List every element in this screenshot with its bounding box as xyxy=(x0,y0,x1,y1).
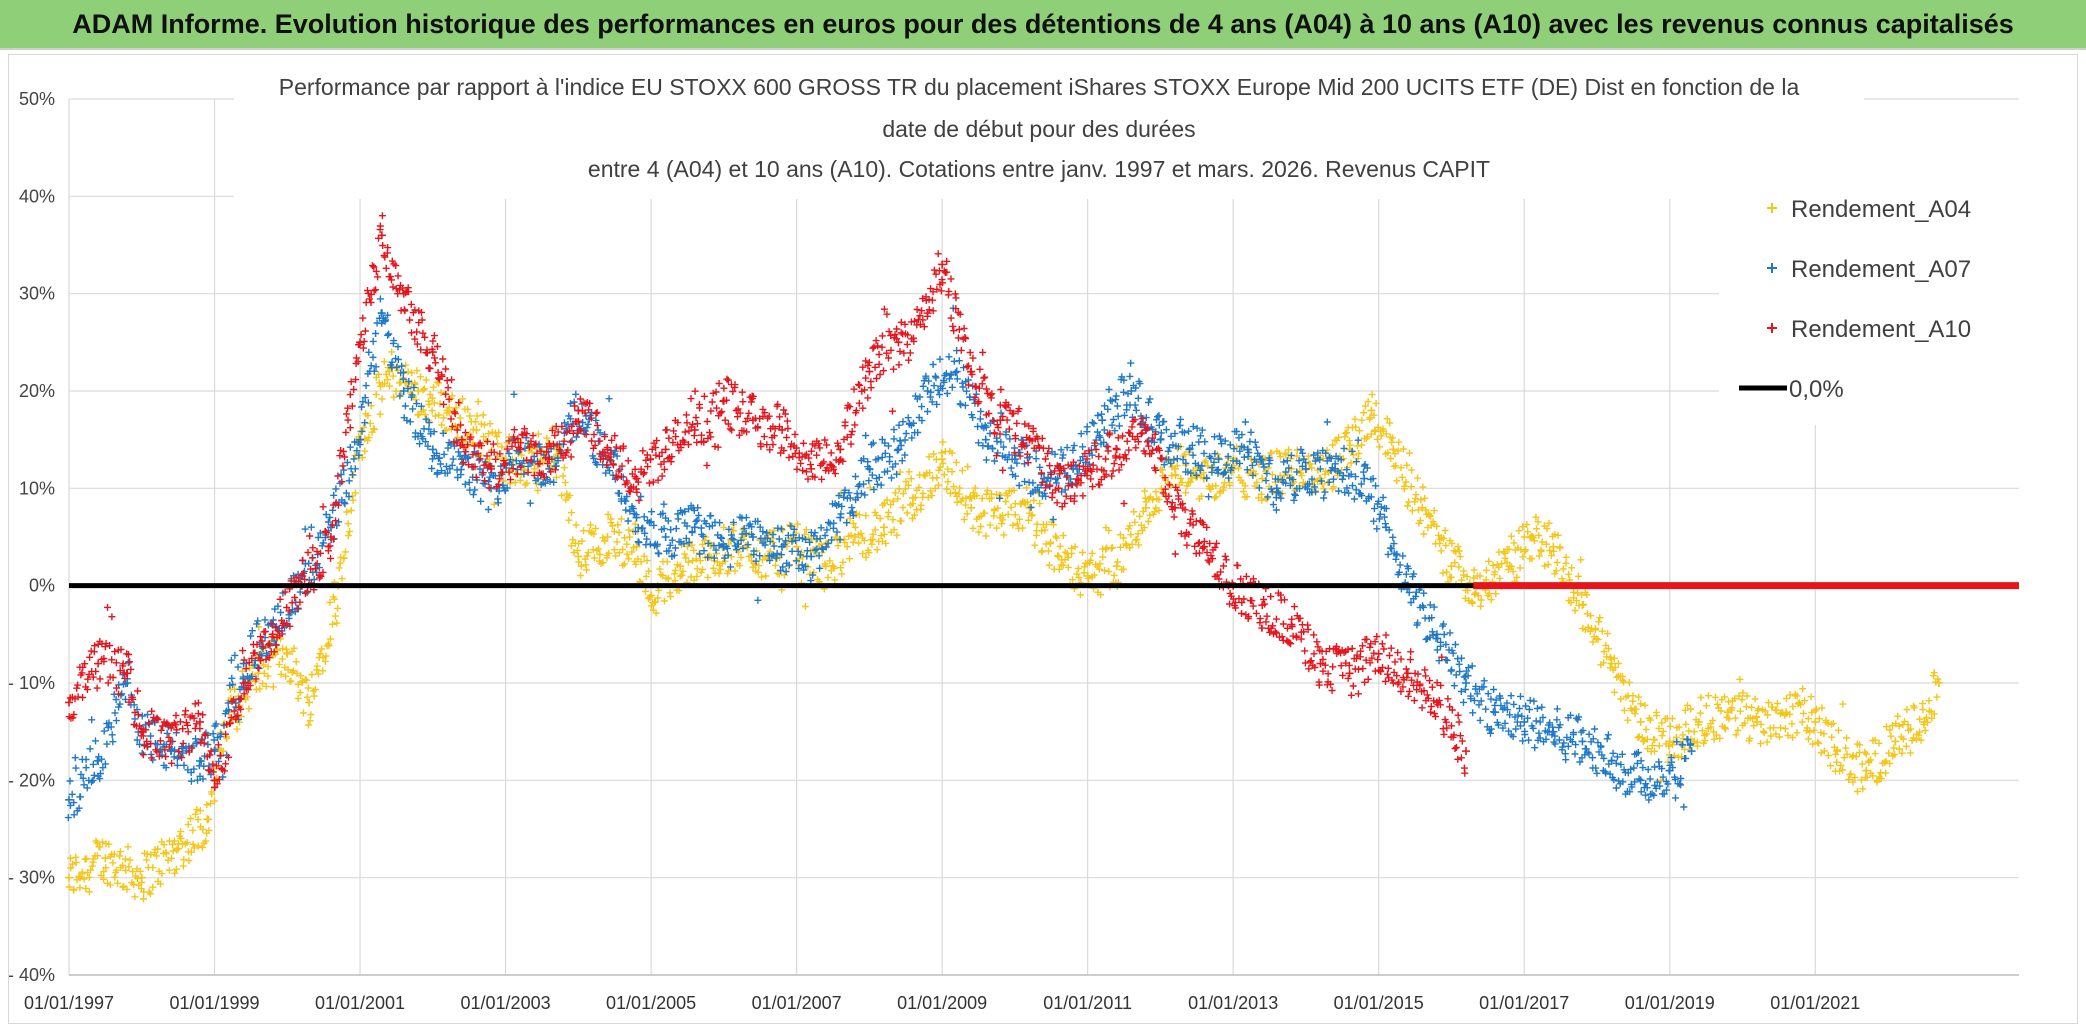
point-rendement_a10 xyxy=(94,659,103,668)
y-tick-label: 10% xyxy=(19,478,55,498)
x-tick-label: 01/01/2003 xyxy=(461,993,551,1013)
point-rendement_a04 xyxy=(1112,562,1121,571)
point-rendement_a10 xyxy=(65,698,73,707)
point-rendement_a10 xyxy=(632,474,641,483)
y-tick-label: 50% xyxy=(19,89,55,109)
y-tick-label: - 10% xyxy=(9,673,55,693)
point-rendement_a07 xyxy=(1462,679,1471,687)
point-rendement_a07 xyxy=(65,795,73,804)
legend-marker xyxy=(1767,323,1777,333)
x-tick-label: 01/01/2017 xyxy=(1479,993,1569,1013)
point-rendement_a04 xyxy=(101,854,110,863)
point-rendement_a10 xyxy=(996,416,1005,425)
point-rendement_a07 xyxy=(1214,455,1223,464)
x-tick-label: 01/01/2011 xyxy=(1043,993,1132,1013)
point-rendement_a04 xyxy=(65,873,73,882)
x-tick-label: 01/01/2001 xyxy=(315,993,405,1013)
point-rendement_a10 xyxy=(545,455,554,464)
point-rendement_a07 xyxy=(1098,416,1107,425)
point-rendement_a10 xyxy=(894,338,903,347)
axis-ticks: 50% 40% 30% 20% 10% 0% - 10% - 20% - 30% - 40% 01/… xyxy=(9,89,1860,1013)
y-tick-label: 0% xyxy=(29,576,55,596)
legend-label: Rendement_A04 xyxy=(1791,196,1971,223)
point-rendement_a04 xyxy=(1862,766,1871,775)
point-rendement_a04 xyxy=(1389,445,1398,454)
point-rendement_a07 xyxy=(1687,747,1696,756)
point-rendement_a04 xyxy=(1258,474,1267,483)
point-rendement_a04 xyxy=(1636,717,1645,726)
point-rendement_a04 xyxy=(1811,717,1820,726)
chart-area: 50% 40% 30% 20% 10% 0% - 10% - 20% - 30% - 40% 01/… xyxy=(8,54,2078,1024)
x-tick-label: 01/01/2013 xyxy=(1188,993,1278,1013)
point-rendement_a04 xyxy=(414,387,423,395)
legend: Rendement_A04 Rendement_A07 Rendement_A10 0… xyxy=(1719,185,2019,425)
point-rendement_a04 xyxy=(792,542,801,551)
x-tick-label: 01/01/2005 xyxy=(606,993,696,1013)
point-rendement_a07 xyxy=(1520,717,1529,726)
point-rendement_a04 xyxy=(1367,406,1376,415)
legend-marker xyxy=(1767,263,1777,273)
y-tick-label: 30% xyxy=(19,284,55,304)
series xyxy=(64,212,1943,903)
x-tick-label: 01/01/2021 xyxy=(1770,993,1860,1013)
title-line: Performance par rapport à l'indice EU ST… xyxy=(279,74,1800,100)
point-rendement_a07 xyxy=(1301,464,1310,473)
series-rendement_a10 xyxy=(65,212,1471,791)
legend-label: Rendement_A10 xyxy=(1791,316,1971,343)
point-rendement_a10 xyxy=(1403,669,1412,678)
scatter-cloud-rendement_a07 xyxy=(64,295,1694,822)
point-rendement_a07 xyxy=(981,435,990,444)
point-rendement_a07 xyxy=(1578,737,1587,746)
point-rendement_a10 xyxy=(865,367,874,376)
title-line: date de début pour des durées xyxy=(882,116,1195,142)
legend-label: Rendement_A07 xyxy=(1791,256,1971,283)
point-rendement_a10 xyxy=(1316,659,1325,668)
scatter-cloud-rendement_a10 xyxy=(65,212,1469,791)
point-rendement_a07 xyxy=(1636,776,1645,785)
point-rendement_a07 xyxy=(690,523,699,532)
legend-item: Rendement_A10 xyxy=(1767,316,1971,343)
x-tick-label: 01/01/2019 xyxy=(1625,993,1715,1013)
point-rendement_a07 xyxy=(894,445,903,454)
point-rendement_a10 xyxy=(938,260,947,269)
chart-title: Performance par rapport à l'indice EU ST… xyxy=(234,57,1864,199)
point-rendement_a04 xyxy=(1891,737,1900,746)
x-tick-label: 01/01/1997 xyxy=(24,993,114,1013)
legend-box xyxy=(1719,185,2019,425)
x-tick-label: 01/01/2015 xyxy=(1334,993,1424,1013)
point-rendement_a10 xyxy=(1462,747,1471,756)
y-tick-label: 40% xyxy=(19,186,55,206)
point-rendement_a07 xyxy=(661,533,670,541)
legend-item: 0,0% xyxy=(1739,376,1844,403)
point-rendement_a10 xyxy=(166,737,175,746)
report-title: ADAM Informe. Evolution historique des p… xyxy=(72,8,2014,39)
legend-marker xyxy=(1767,203,1777,213)
x-tick-label: 01/01/2009 xyxy=(897,993,987,1013)
x-tick-label: 01/01/1999 xyxy=(169,993,259,1013)
point-rendement_a10 xyxy=(661,445,670,454)
y-tick-label: - 20% xyxy=(9,770,55,790)
point-rendement_a07 xyxy=(1360,474,1369,483)
point-rendement_a04 xyxy=(967,503,976,512)
point-rendement_a10 xyxy=(1345,669,1354,678)
performance-scatter-chart: 50% 40% 30% 20% 10% 0% - 10% - 20% - 30% - 40% 01/… xyxy=(9,57,2019,1013)
point-rendement_a07 xyxy=(399,387,408,395)
y-tick-label: - 40% xyxy=(9,965,55,985)
point-rendement_a07 xyxy=(428,445,437,454)
y-tick-label: 20% xyxy=(19,381,55,401)
title-line: entre 4 (A04) et 10 ans (A10). Cotations… xyxy=(588,156,1490,182)
point-rendement_a07 xyxy=(952,367,961,376)
point-rendement_a04 xyxy=(305,698,314,707)
legend-item: Rendement_A07 xyxy=(1767,256,1971,283)
y-tick-label: - 30% xyxy=(9,868,55,888)
legend-item: Rendement_A04 xyxy=(1767,196,1971,223)
point-rendement_a07 xyxy=(1272,484,1281,493)
report-banner: ADAM Informe. Evolution historique des p… xyxy=(0,0,2086,50)
title-backdrop xyxy=(234,57,1864,199)
point-rendement_a10 xyxy=(195,717,204,726)
legend-label: 0,0% xyxy=(1789,376,1844,403)
point-rendement_a04 xyxy=(879,523,888,532)
x-tick-label: 01/01/2007 xyxy=(752,993,842,1013)
